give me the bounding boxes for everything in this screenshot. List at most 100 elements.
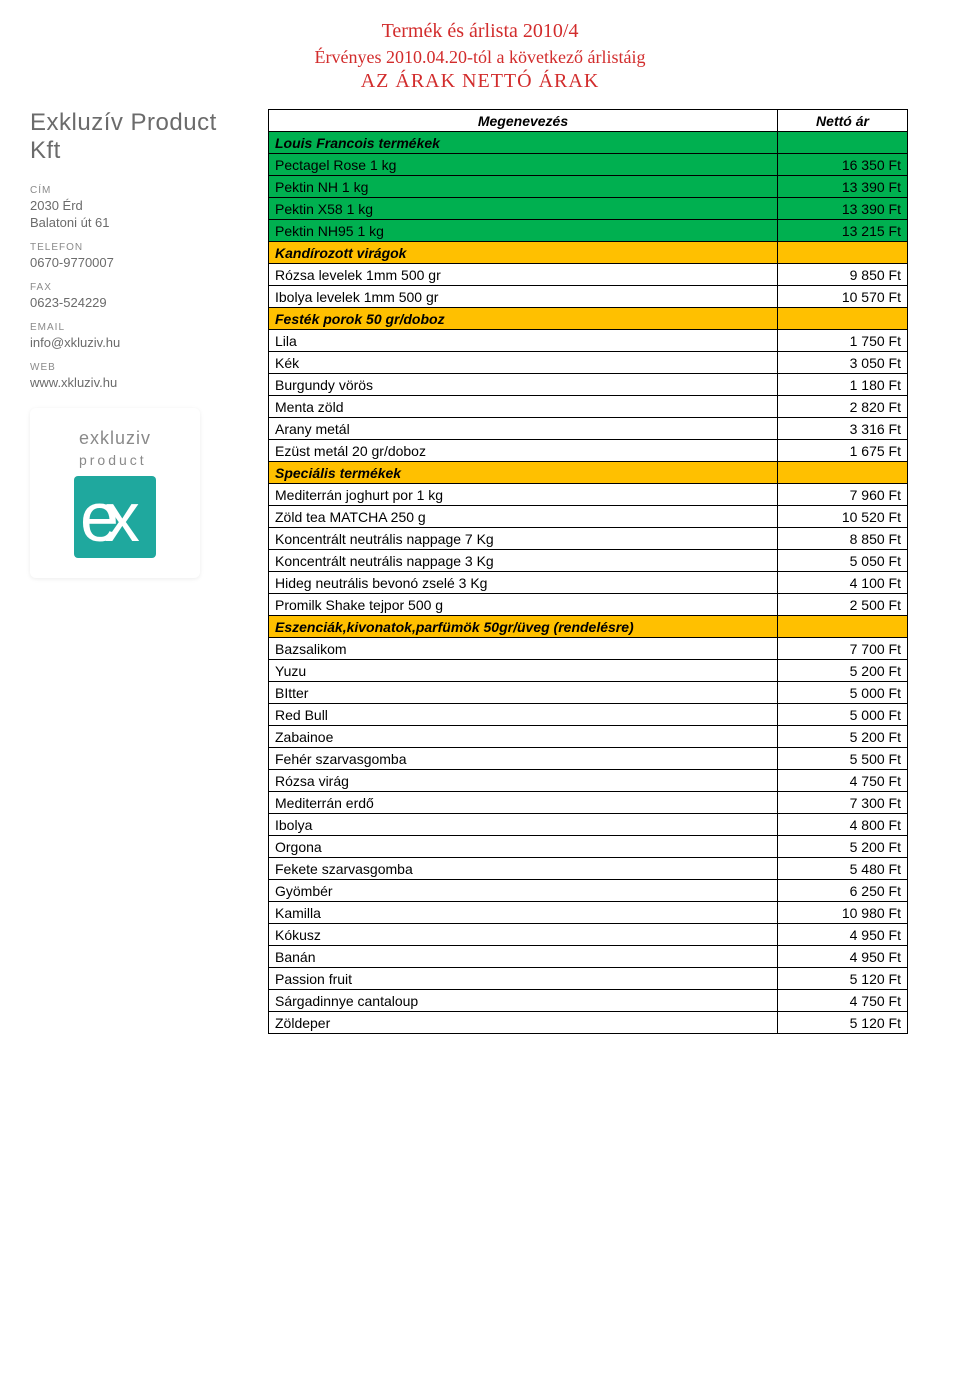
- product-price: 7 700 Ft: [778, 638, 908, 660]
- product-name: Orgona: [269, 836, 778, 858]
- address-line2: Balatoni út 61: [30, 215, 240, 230]
- product-price: 6 250 Ft: [778, 880, 908, 902]
- product-price: 3 316 Ft: [778, 418, 908, 440]
- table-row: Rózsa virág4 750 Ft: [269, 770, 908, 792]
- product-name: Arany metál: [269, 418, 778, 440]
- table-row: Eszenciák,kivonatok,parfümök 50gr/üveg (…: [269, 616, 908, 638]
- table-row: Sárgadinnye cantaloup4 750 Ft: [269, 990, 908, 1012]
- product-price: 1 675 Ft: [778, 440, 908, 462]
- product-name: Speciális termékek: [269, 462, 778, 484]
- table-row: Burgundy vörös1 180 Ft: [269, 374, 908, 396]
- product-name: Pectagel Rose 1 kg: [269, 154, 778, 176]
- product-price: 4 950 Ft: [778, 924, 908, 946]
- product-price: 3 050 Ft: [778, 352, 908, 374]
- product-name: Zöld tea MATCHA 250 g: [269, 506, 778, 528]
- table-row: Hideg neutrális bevonó zselé 3 Kg4 100 F…: [269, 572, 908, 594]
- product-price: [778, 242, 908, 264]
- logo-icon: ex: [74, 476, 156, 558]
- table-row: Mediterrán erdő7 300 Ft: [269, 792, 908, 814]
- product-price: 2 500 Ft: [778, 594, 908, 616]
- product-name: Kandírozott virágok: [269, 242, 778, 264]
- product-price: 4 800 Ft: [778, 814, 908, 836]
- title-line1: Termék és árlista 2010/4: [30, 20, 930, 43]
- product-name: Kék: [269, 352, 778, 374]
- table-row: Promilk Shake tejpor 500 g2 500 Ft: [269, 594, 908, 616]
- product-price: 5 120 Ft: [778, 968, 908, 990]
- product-name: Yuzu: [269, 660, 778, 682]
- product-price: [778, 132, 908, 154]
- product-price: 16 350 Ft: [778, 154, 908, 176]
- product-price: 5 200 Ft: [778, 660, 908, 682]
- product-price: 10 570 Ft: [778, 286, 908, 308]
- product-price: 13 390 Ft: [778, 176, 908, 198]
- product-price: 4 750 Ft: [778, 990, 908, 1012]
- table-row: Menta zöld2 820 Ft: [269, 396, 908, 418]
- product-price: 5 500 Ft: [778, 748, 908, 770]
- product-price: [778, 462, 908, 484]
- logo-text: exkluziv product: [79, 428, 151, 470]
- table-row: Yuzu5 200 Ft: [269, 660, 908, 682]
- col-header-name: Megenevezés: [269, 110, 778, 132]
- product-price: 5 200 Ft: [778, 726, 908, 748]
- product-name: Kamilla: [269, 902, 778, 924]
- product-name: Mediterrán joghurt por 1 kg: [269, 484, 778, 506]
- table-row: BItter5 000 Ft: [269, 682, 908, 704]
- table-row: Passion fruit5 120 Ft: [269, 968, 908, 990]
- product-price: 8 850 Ft: [778, 528, 908, 550]
- web-label: WEB: [30, 362, 240, 373]
- phone-label: TELEFON: [30, 242, 240, 253]
- product-price: 1 180 Ft: [778, 374, 908, 396]
- product-name: Ibolya levelek 1mm 500 gr: [269, 286, 778, 308]
- product-name: Zabainoe: [269, 726, 778, 748]
- product-name: Bazsalikom: [269, 638, 778, 660]
- product-price: 13 390 Ft: [778, 198, 908, 220]
- table-row: Ibolya4 800 Ft: [269, 814, 908, 836]
- product-name: Passion fruit: [269, 968, 778, 990]
- title-line2: Érvényes 2010.04.20-tól a következő árli…: [30, 47, 930, 68]
- product-name: Fekete szarvasgomba: [269, 858, 778, 880]
- fax-label: FAX: [30, 282, 240, 293]
- logo-glyph: ex: [80, 493, 126, 542]
- table-row: Kamilla10 980 Ft: [269, 902, 908, 924]
- product-price: 5 480 Ft: [778, 858, 908, 880]
- product-price: 5 120 Ft: [778, 1012, 908, 1034]
- table-row: Kókusz4 950 Ft: [269, 924, 908, 946]
- product-price: 4 100 Ft: [778, 572, 908, 594]
- product-name: Ibolya: [269, 814, 778, 836]
- product-name: Promilk Shake tejpor 500 g: [269, 594, 778, 616]
- price-table: Megenevezés Nettó ár Louis Francois term…: [268, 109, 908, 1034]
- product-name: Banán: [269, 946, 778, 968]
- title-line3: AZ ÁRAK NETTÓ ÁRAK: [30, 70, 930, 93]
- product-price: 5 000 Ft: [778, 704, 908, 726]
- table-row: Pektin NH 1 kg13 390 Ft: [269, 176, 908, 198]
- product-name: Fehér szarvasgomba: [269, 748, 778, 770]
- product-name: Zöldeper: [269, 1012, 778, 1034]
- table-row: Fekete szarvasgomba5 480 Ft: [269, 858, 908, 880]
- product-price: 1 750 Ft: [778, 330, 908, 352]
- product-name: Red Bull: [269, 704, 778, 726]
- document-header: Termék és árlista 2010/4 Érvényes 2010.0…: [30, 20, 930, 93]
- table-row: Lila1 750 Ft: [269, 330, 908, 352]
- address-label: CÍM: [30, 185, 240, 196]
- product-price: 10 980 Ft: [778, 902, 908, 924]
- table-row: Rózsa levelek 1mm 500 gr9 850 Ft: [269, 264, 908, 286]
- table-row: Pektin NH95 1 kg13 215 Ft: [269, 220, 908, 242]
- product-price: 10 520 Ft: [778, 506, 908, 528]
- product-price: 5 050 Ft: [778, 550, 908, 572]
- table-row: Arany metál3 316 Ft: [269, 418, 908, 440]
- product-name: Mediterrán erdő: [269, 792, 778, 814]
- table-row: Ezüst metál 20 gr/doboz1 675 Ft: [269, 440, 908, 462]
- email-value: info@xkluziv.hu: [30, 335, 240, 350]
- product-name: Louis Francois termékek: [269, 132, 778, 154]
- product-price: 5 200 Ft: [778, 836, 908, 858]
- product-price: 13 215 Ft: [778, 220, 908, 242]
- product-name: Hideg neutrális bevonó zselé 3 Kg: [269, 572, 778, 594]
- product-name: Burgundy vörös: [269, 374, 778, 396]
- table-row: Zöld tea MATCHA 250 g10 520 Ft: [269, 506, 908, 528]
- table-row: Kék3 050 Ft: [269, 352, 908, 374]
- logo-text-bottom: product: [79, 452, 147, 468]
- table-row: Zabainoe5 200 Ft: [269, 726, 908, 748]
- table-row: Kandírozott virágok: [269, 242, 908, 264]
- product-name: Pektin X58 1 kg: [269, 198, 778, 220]
- product-price: 2 820 Ft: [778, 396, 908, 418]
